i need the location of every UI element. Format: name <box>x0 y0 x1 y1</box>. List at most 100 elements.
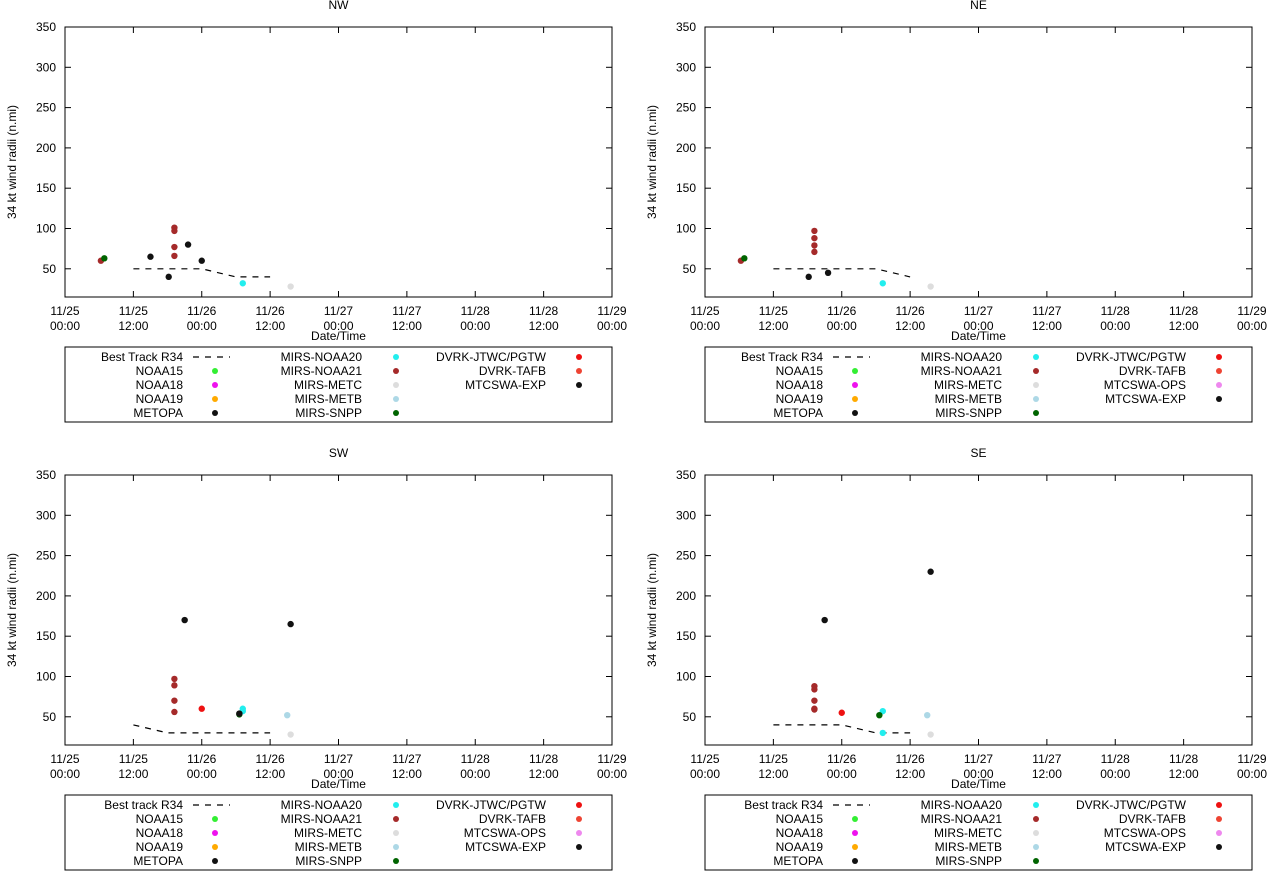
y-tick-label: 100 <box>36 669 56 683</box>
legend-label-dvrk-tafb: DVRK-TAFB <box>1119 364 1186 378</box>
plot-frame <box>704 474 1253 746</box>
y-tick-label: 200 <box>36 589 56 603</box>
panel-sw: SW5010015020025030035011/2500:0011/2512:… <box>5 446 627 871</box>
legend-swatch-mtcswa-exp <box>1216 844 1222 850</box>
legend-label-mirs-noaa21: MIRS-NOAA21 <box>281 812 363 826</box>
legend-swatch-mirs-metc <box>1033 382 1039 388</box>
point-mirs-snpp <box>741 255 748 262</box>
legend-swatch-mirs-noaa21 <box>393 816 399 822</box>
legend-label-noaa18: NOAA18 <box>776 378 824 392</box>
legend-swatch-metopa <box>852 858 858 864</box>
point-mirs-noaa21 <box>171 675 178 683</box>
x-tick-label-date: 11/26 <box>827 752 856 766</box>
legend-label-mirs-metc: MIRS-METC <box>934 826 1002 840</box>
x-tick-label-date: 11/26 <box>256 752 285 766</box>
legend-label-best-track-r34: Best Track R34 <box>101 350 183 364</box>
x-tick-label-date: 11/26 <box>187 304 216 318</box>
legend-swatch-mtcswa-ops <box>1216 830 1222 836</box>
legend-label-noaa19: NOAA19 <box>776 840 824 854</box>
panel-se: SE5010015020025030035011/2500:0011/2512:… <box>645 446 1267 871</box>
x-tick-label-date: 11/25 <box>50 304 79 318</box>
x-tick-label-date: 11/26 <box>256 304 285 318</box>
x-tick-label-time: 12:00 <box>392 767 422 781</box>
x-tick-label-date: 11/27 <box>324 752 353 766</box>
x-tick-label-time: 12:00 <box>1169 319 1199 333</box>
y-tick-label: 100 <box>36 221 56 235</box>
legend-swatch-dvrk-tafb <box>576 368 582 374</box>
x-tick-label-time: 12:00 <box>895 319 925 333</box>
legend-swatch-noaa19 <box>852 844 858 850</box>
point-mirs-noaa21 <box>811 242 818 249</box>
point-mirs-metc <box>927 283 934 290</box>
y-tick-label: 250 <box>676 101 696 115</box>
point-mirs-metb <box>284 711 291 719</box>
x-tick-label-time: 12:00 <box>758 319 788 333</box>
legend-swatch-mirs-metc <box>393 382 399 388</box>
legend-swatch-mirs-metb <box>393 844 399 850</box>
x-tick-label-time: 12:00 <box>1032 319 1062 333</box>
point-mirs-noaa21 <box>811 686 818 693</box>
point-metopa <box>824 269 832 277</box>
legend-swatch-dvrk-jtwc-pgtw <box>1216 354 1222 360</box>
legend-swatch-mtcswa-exp <box>1216 396 1222 402</box>
point-metopa <box>184 241 192 248</box>
legend-box <box>704 794 1253 871</box>
legend-swatch-mirs-metb <box>393 396 399 402</box>
x-tick-label-time: 00:00 <box>460 319 490 333</box>
point-metopa <box>147 253 154 260</box>
plot-frame <box>64 26 613 298</box>
legend-swatch-dvrk-tafb <box>576 816 582 822</box>
x-tick-label-date: 11/27 <box>324 304 353 318</box>
point-mirs-noaa21 <box>171 697 178 704</box>
x-tick-label-date: 11/26 <box>827 304 856 318</box>
legend-swatch-mirs-noaa20 <box>1033 802 1039 808</box>
point-mirs-snpp <box>876 711 883 719</box>
x-tick-label-date: 11/29 <box>597 752 626 766</box>
legend-swatch-metopa <box>852 410 858 416</box>
y-tick-label: 300 <box>676 60 696 74</box>
x-tick-label-date: 11/26 <box>896 304 925 318</box>
legend-label-metopa: METOPA <box>133 406 183 420</box>
legend-swatch-mirs-metc <box>393 830 399 836</box>
legend-label-noaa19: NOAA19 <box>136 392 184 406</box>
point-mtcswa-exp <box>821 616 828 624</box>
y-tick-label: 300 <box>676 508 696 522</box>
point-dvrk-jtwc-pgtw <box>198 705 205 712</box>
x-tick-label-time: 00:00 <box>597 767 627 781</box>
legend-swatch-noaa18 <box>852 382 858 388</box>
x-tick-label-time: 00:00 <box>323 319 353 333</box>
y-axis-label: 34 kt wind radii (n.mi) <box>5 553 19 667</box>
legend-label-dvrk-tafb: DVRK-TAFB <box>1119 812 1186 826</box>
legend-label-mirs-noaa20: MIRS-NOAA20 <box>921 798 1003 812</box>
point-metopa <box>165 273 172 281</box>
x-tick-label-time: 12:00 <box>255 767 285 781</box>
x-axis-label: Date/Time <box>951 777 1006 791</box>
legend-label-noaa18: NOAA18 <box>136 378 184 392</box>
y-tick-label: 50 <box>683 262 697 276</box>
legend-label-dvrk-tafb: DVRK-TAFB <box>479 812 546 826</box>
x-tick-label-time: 00:00 <box>597 319 627 333</box>
x-tick-label-date: 11/29 <box>597 304 626 318</box>
y-axis-label: 34 kt wind radii (n.mi) <box>645 553 659 667</box>
x-tick-label-time: 12:00 <box>529 319 559 333</box>
legend-label-mirs-metc: MIRS-METC <box>294 826 362 840</box>
y-tick-label: 250 <box>676 549 696 563</box>
point-mirs-metc <box>287 731 294 738</box>
legend-label-mtcswa-exp: MTCSWA-EXP <box>1105 840 1186 854</box>
point-mirs-noaa21 <box>811 697 818 704</box>
legend-box <box>64 346 613 423</box>
y-tick-label: 350 <box>676 468 696 482</box>
y-tick-label: 50 <box>43 710 57 724</box>
legend-label-mirs-metb: MIRS-METB <box>935 840 1002 854</box>
point-mtcswa-exp <box>927 568 934 575</box>
point-mtcswa-exp <box>181 616 188 624</box>
y-tick-label: 100 <box>676 669 696 683</box>
x-tick-label-date: 11/28 <box>529 752 558 766</box>
x-tick-label-time: 00:00 <box>827 319 857 333</box>
x-tick-label-time: 00:00 <box>963 319 993 333</box>
y-tick-label: 250 <box>36 101 56 115</box>
y-axis-label: 34 kt wind radii (n.mi) <box>645 105 659 219</box>
y-tick-label: 350 <box>36 20 56 34</box>
point-mirs-noaa21 <box>811 248 818 256</box>
legend-swatch-dvrk-jtwc-pgtw <box>576 802 582 808</box>
